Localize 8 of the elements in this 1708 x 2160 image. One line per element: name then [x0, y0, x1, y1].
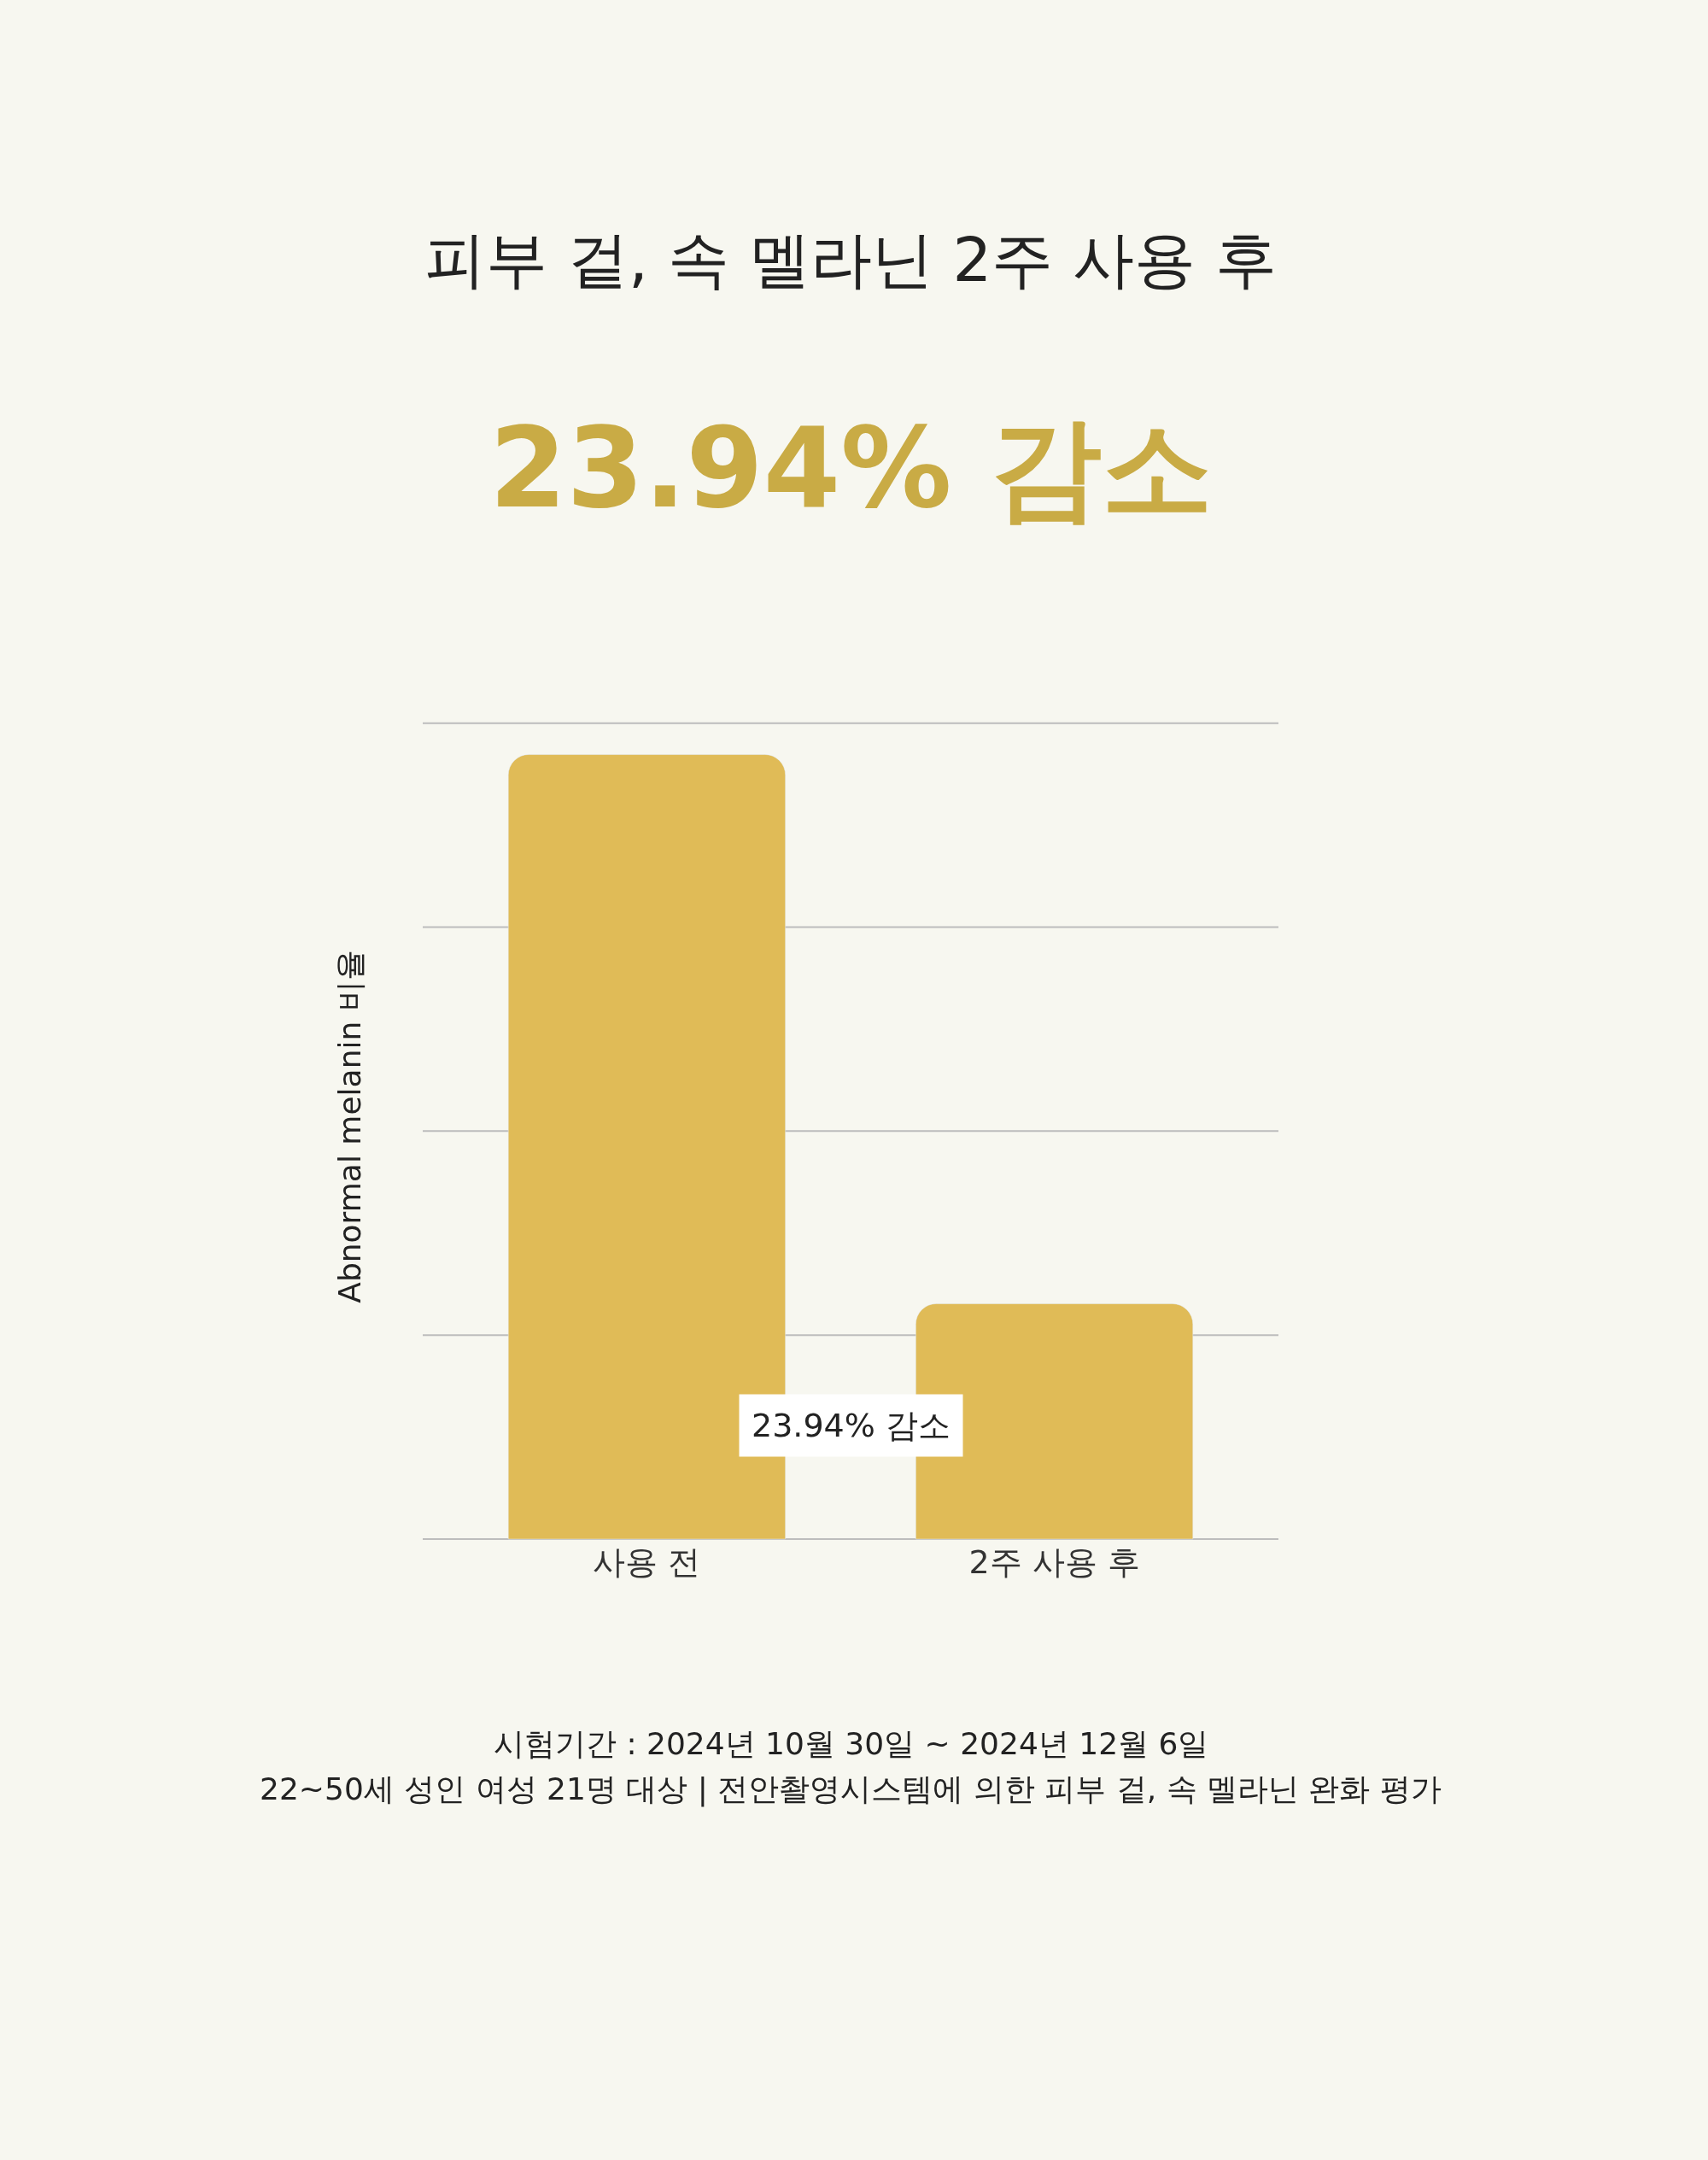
annotation: 23.94% 감소	[752, 1407, 951, 1444]
text: 시험기간 : 2024년 10월 30일 ~ 2024년 12월 6일	[494, 1726, 1209, 1761]
text: 22~50세 성인 여성 21명 대상 | 전안촬영시스템에 의한 피부 겉, 속 멜라닌 완화 평가	[260, 1771, 1442, 1807]
y-axis-title: Abnormal melanin 비율	[331, 950, 367, 1303]
x-tick-label: 사용 전	[593, 1543, 701, 1581]
x-tick-label: 2주 사용 후	[968, 1543, 1140, 1581]
chart-title: 피부 겉, 속 멜라닌 2주 사용 후	[424, 224, 1278, 296]
chart-subtitle: 23.94% 감소	[489, 403, 1213, 533]
